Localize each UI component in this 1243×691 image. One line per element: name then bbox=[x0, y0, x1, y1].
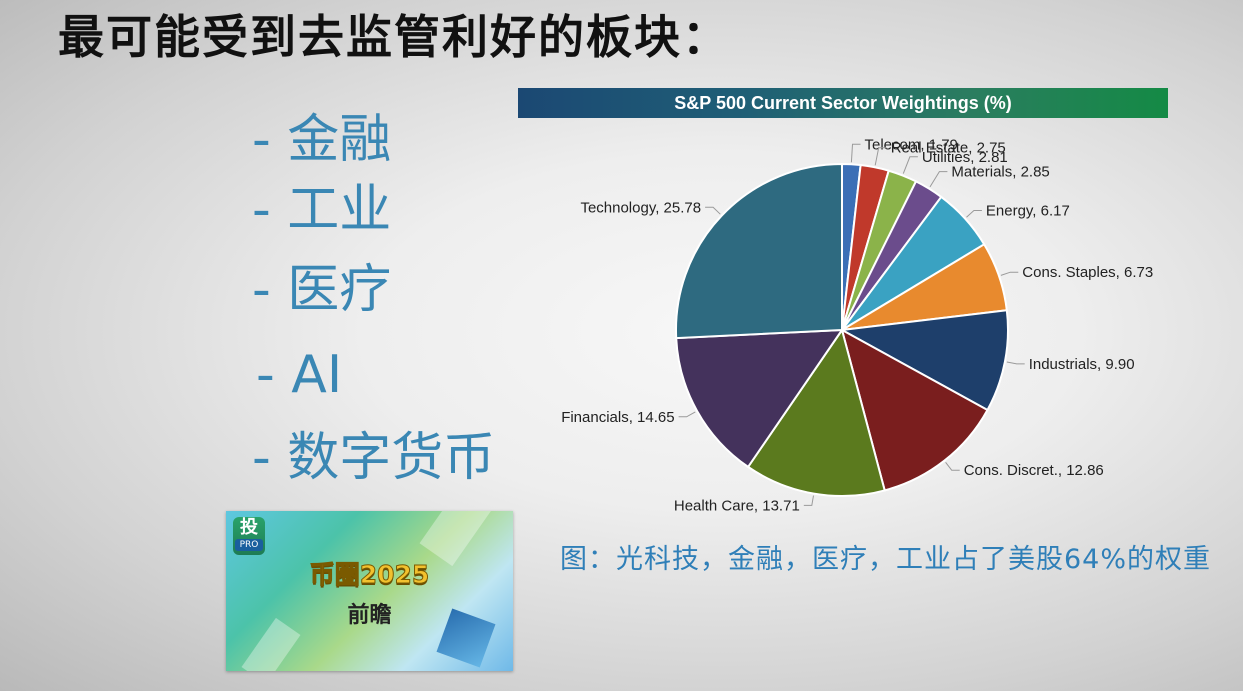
data-label: Financials, 14.65 bbox=[561, 409, 674, 426]
data-label: Cons. Staples, 6.73 bbox=[1022, 264, 1153, 281]
leader-line bbox=[945, 461, 960, 471]
leader-line bbox=[1006, 361, 1025, 365]
bullet-ai: - AI bbox=[256, 345, 343, 405]
bullet-digital-currency: - 数字货币 bbox=[252, 428, 496, 488]
chart-title: S&P 500 Current Sector Weightings (%) bbox=[518, 88, 1168, 118]
data-label: Health Care, 13.71 bbox=[674, 497, 800, 514]
leader-line bbox=[929, 171, 948, 188]
logo-main-text: 投 bbox=[240, 517, 258, 538]
bullet-finance: - 金融 bbox=[252, 110, 392, 170]
leader-line bbox=[966, 210, 982, 218]
slide-title: 最可能受到去监管利好的板块： bbox=[58, 10, 730, 64]
leader-line bbox=[874, 147, 887, 166]
data-label: Technology, 25.78 bbox=[580, 199, 701, 216]
logo-sub-text: PRO bbox=[235, 539, 263, 551]
leader-line bbox=[803, 495, 814, 506]
video-thumbnail[interactable]: 投 PRO 币圈2025 前瞻 bbox=[226, 511, 513, 671]
data-label: Telecom, 1.79 bbox=[865, 136, 958, 153]
leader-line bbox=[850, 143, 861, 163]
channel-logo: 投 PRO bbox=[233, 517, 265, 555]
leader-line bbox=[678, 411, 696, 418]
bullet-industrial: - 工业 bbox=[252, 180, 392, 240]
pie-slice-technology bbox=[675, 162, 843, 340]
pie-slice-financials bbox=[675, 328, 844, 469]
bullet-healthcare: - 医疗 bbox=[252, 260, 392, 320]
data-label: Cons. Discret., 12.86 bbox=[964, 462, 1104, 479]
data-label: Materials, 2.85 bbox=[951, 164, 1049, 181]
pie-slice-industrials bbox=[838, 309, 1009, 412]
thumbnail-title: 币圈2025 bbox=[309, 560, 430, 590]
data-label: Industrials, 9.90 bbox=[1029, 356, 1135, 373]
leader-line bbox=[1000, 271, 1019, 276]
data-label: Utilities, 2.81 bbox=[922, 149, 1008, 166]
data-label: Energy, 6.17 bbox=[986, 203, 1070, 220]
leader-line bbox=[902, 156, 918, 174]
leader-line bbox=[705, 206, 721, 215]
chart-caption: 图：光科技，金融，医疗，工业占了美股64%的权重 bbox=[560, 544, 1212, 575]
data-label: Real Estate, 2.75 bbox=[891, 140, 1006, 157]
thumbnail-subtitle: 前瞻 bbox=[347, 603, 392, 628]
pie-slice-cons-discret bbox=[840, 327, 989, 492]
pie-slice-health-care bbox=[746, 327, 886, 497]
